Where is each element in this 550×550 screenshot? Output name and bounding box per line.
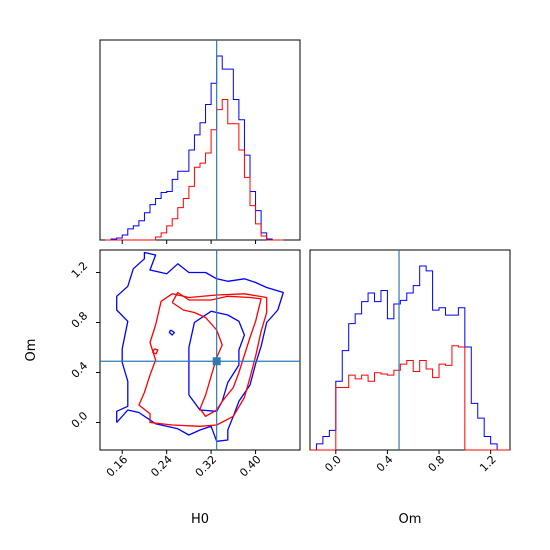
x-axis-label-h0: H0 [191,512,209,527]
joint-truth-marker [212,357,221,366]
joint-x-tick-label-2: 0.32 [193,453,220,480]
joint-y-tick-label-2: 0.8 [69,309,91,331]
h0-histogram-panel [99,39,301,244]
y-axis-label-om: Om [24,339,39,362]
om-histogram-red-series [310,345,510,451]
joint-y-tick-label-1: 0.4 [69,359,91,381]
contour-red-2 [152,348,159,355]
contour-red-0 [138,293,268,427]
contour-blue-0 [116,251,284,442]
om-histogram-blue-series [310,265,510,451]
h0-histogram-blue-series [105,55,284,241]
joint-y-tick-label-0: 0.0 [69,409,91,431]
h0-histogram-red-series [105,98,284,241]
h0-histogram-frame [99,39,301,241]
contour-blue-2 [168,329,176,336]
joint-y-tick-label-3: 1.2 [69,259,91,281]
joint-contour-frame [99,249,301,451]
om-hist-x-tick-label-2: 0.8 [426,453,448,475]
om-histogram-frame [309,249,511,451]
joint-x-tick-label-0: 0.16 [104,453,131,480]
x-axis-label-om: Om [399,512,422,527]
om-histogram-panel: 0.0 0.4 0.8 1.2 Om [309,249,511,527]
joint-x-tick-label-3: 0.40 [237,453,264,480]
om-hist-x-tick-label-3: 1.2 [477,453,499,475]
om-hist-x-tick-label-0: 0.0 [322,453,344,475]
om-hist-x-tick-label-1: 0.4 [374,453,396,475]
joint-contour-panel: 0.16 0.24 0.32 0.40 0.0 0.4 0.8 1.2 H0 Om [24,249,301,527]
joint-x-tick-label-1: 0.24 [148,453,175,480]
